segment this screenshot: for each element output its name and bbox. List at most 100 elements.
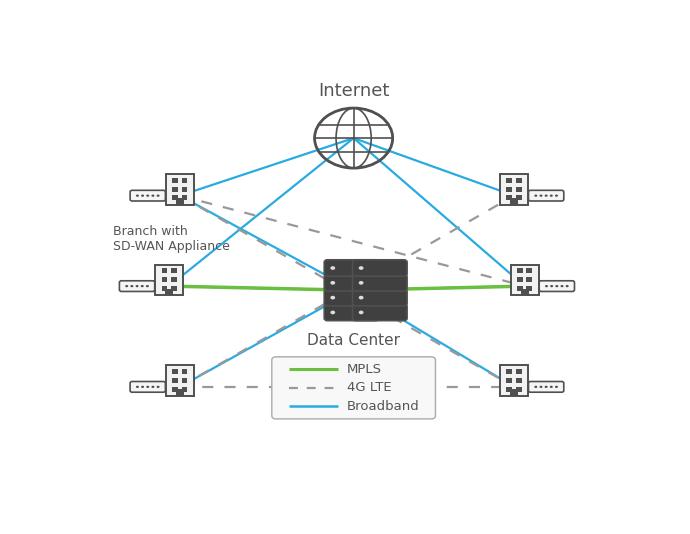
Circle shape (359, 296, 364, 300)
Circle shape (157, 194, 159, 197)
Bar (181, 387, 188, 391)
Circle shape (136, 194, 139, 197)
FancyBboxPatch shape (324, 289, 379, 306)
FancyBboxPatch shape (529, 190, 564, 201)
Circle shape (151, 194, 155, 197)
Text: Internet: Internet (318, 82, 389, 100)
Text: Branch with
SD-WAN Appliance: Branch with SD-WAN Appliance (113, 225, 230, 253)
Bar (526, 277, 532, 282)
Bar (515, 369, 522, 374)
Bar (161, 268, 168, 273)
Circle shape (550, 285, 553, 287)
Bar (515, 378, 522, 383)
Text: 4G LTE: 4G LTE (347, 381, 392, 395)
Bar (181, 195, 188, 200)
Circle shape (359, 266, 364, 270)
Bar (181, 378, 188, 383)
Bar (171, 286, 177, 291)
Circle shape (359, 281, 364, 285)
Circle shape (550, 386, 553, 388)
Circle shape (331, 266, 335, 270)
Bar (506, 387, 513, 391)
Circle shape (566, 285, 569, 287)
FancyBboxPatch shape (155, 264, 183, 295)
Bar (515, 387, 522, 391)
Bar (518, 277, 523, 282)
Bar (510, 198, 518, 205)
Bar (172, 378, 178, 383)
Circle shape (534, 386, 538, 388)
FancyBboxPatch shape (130, 190, 166, 201)
Circle shape (555, 194, 558, 197)
Bar (506, 195, 513, 200)
Circle shape (540, 386, 542, 388)
Text: MPLS: MPLS (347, 363, 382, 376)
Circle shape (555, 386, 558, 388)
Bar (172, 195, 178, 200)
Bar (506, 186, 513, 192)
FancyBboxPatch shape (353, 304, 407, 320)
Bar (506, 378, 513, 383)
FancyBboxPatch shape (353, 289, 407, 306)
Bar (171, 268, 177, 273)
Circle shape (331, 281, 335, 285)
Circle shape (545, 285, 548, 287)
Circle shape (560, 285, 564, 287)
FancyBboxPatch shape (119, 281, 155, 292)
Bar (506, 369, 513, 374)
Circle shape (544, 386, 548, 388)
Bar (161, 286, 168, 291)
FancyBboxPatch shape (166, 174, 194, 205)
Circle shape (125, 285, 128, 287)
Text: Broadband: Broadband (347, 400, 420, 413)
Circle shape (534, 194, 538, 197)
Circle shape (540, 194, 542, 197)
Circle shape (141, 194, 144, 197)
Circle shape (151, 386, 155, 388)
Circle shape (550, 194, 553, 197)
Bar (526, 268, 532, 273)
FancyBboxPatch shape (272, 357, 435, 419)
Circle shape (555, 285, 558, 287)
Circle shape (141, 386, 144, 388)
Bar (181, 186, 188, 192)
Circle shape (146, 285, 149, 287)
FancyBboxPatch shape (500, 365, 528, 396)
Bar (181, 178, 188, 183)
Circle shape (130, 285, 133, 287)
Circle shape (136, 386, 139, 388)
Bar (515, 195, 522, 200)
Bar (515, 186, 522, 192)
Circle shape (331, 311, 335, 315)
FancyBboxPatch shape (324, 274, 379, 291)
Bar (176, 198, 184, 205)
FancyBboxPatch shape (353, 260, 407, 276)
Circle shape (146, 386, 149, 388)
FancyBboxPatch shape (511, 264, 539, 295)
Bar (518, 268, 523, 273)
Bar (176, 389, 184, 396)
Circle shape (135, 285, 139, 287)
Bar (172, 387, 178, 391)
Bar (506, 178, 513, 183)
Bar (172, 178, 178, 183)
Bar (172, 369, 178, 374)
Bar (181, 369, 188, 374)
FancyBboxPatch shape (166, 365, 194, 396)
FancyBboxPatch shape (529, 381, 564, 392)
Circle shape (157, 386, 159, 388)
Bar (171, 277, 177, 282)
Bar (161, 277, 168, 282)
Bar (521, 288, 529, 295)
Bar (515, 178, 522, 183)
FancyBboxPatch shape (500, 174, 528, 205)
Circle shape (141, 285, 144, 287)
FancyBboxPatch shape (539, 281, 575, 292)
Bar (526, 286, 532, 291)
Bar (165, 288, 173, 295)
Circle shape (359, 311, 364, 315)
Bar (518, 286, 523, 291)
Bar (172, 186, 178, 192)
FancyBboxPatch shape (353, 274, 407, 291)
Circle shape (146, 194, 149, 197)
